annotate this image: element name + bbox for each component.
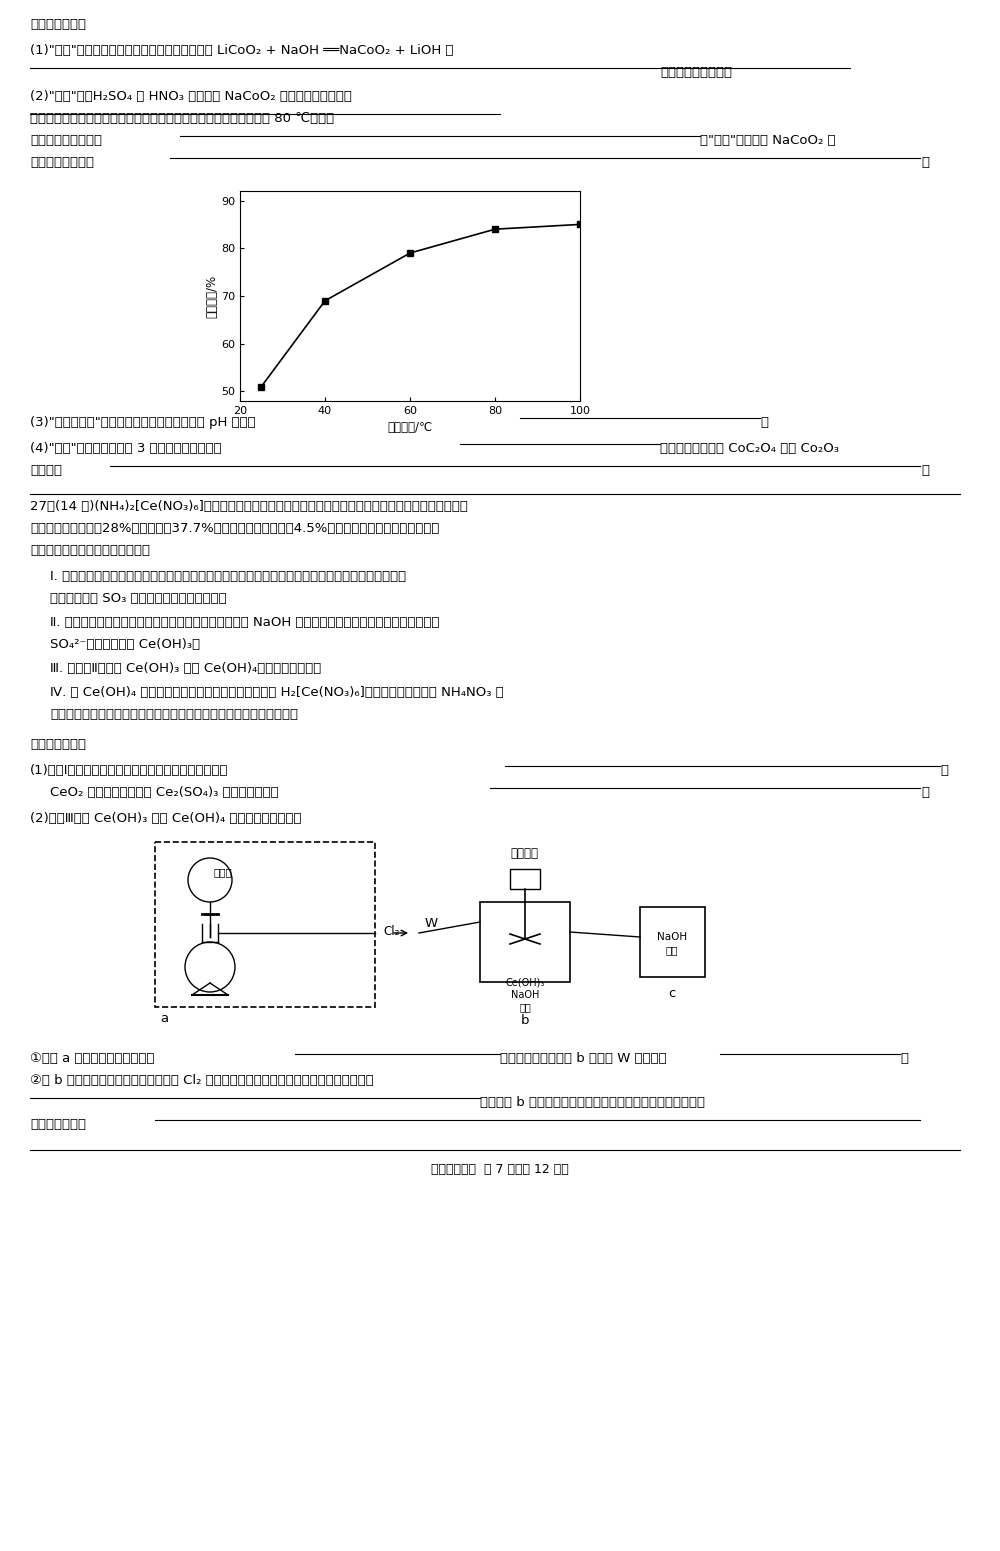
- Text: Ⅳ. 向 Ce(OH)₄ 沉淀物中加入濃硝酸加熱至漿狀｛生成 H₂[Ce(NO₃)₆]｝，再加入稍過量的 NH₄NO₃ 晶: Ⅳ. 向 Ce(OH)₄ 沉淀物中加入濃硝酸加熱至漿狀｛生成 H₂[Ce(NO₃…: [50, 686, 504, 700]
- Text: 回答下列問題：: 回答下列問題：: [30, 738, 86, 751]
- Text: NaOH: NaOH: [657, 932, 687, 941]
- Text: 。: 。: [921, 157, 929, 169]
- Text: 。: 。: [760, 416, 768, 430]
- Bar: [640, 907, 705, 977]
- Text: （寫化學方程式）。: （寫化學方程式）。: [660, 67, 732, 79]
- Text: 濃鹽酸: 濃鹽酸: [214, 867, 233, 876]
- Text: (1)"堿煮"可除去大部分的鋁和鋰，發生的反應有 LiCoO₂ + NaOH ══NaCoO₂ + LiOH 和: (1)"堿煮"可除去大部分的鋁和鋰，發生的反應有 LiCoO₂ + NaOH ═…: [30, 43, 454, 57]
- Text: (3)"深度除鋁鐵"時，理論上應控制終點時溶液 pH 範圍為: (3)"深度除鋁鐵"時，理論上應控制終點時溶液 pH 範圍為: [30, 416, 256, 430]
- Text: ；用鹽酸浸鈷時，鈷浸出率與浸出溫度的關係如圖所示，工業上選取 80 ℃而不采: ；用鹽酸浸鈷時，鈷浸出率與浸出溫度的關係如圖所示，工業上選取 80 ℃而不采: [30, 112, 334, 126]
- Text: 。: 。: [921, 786, 929, 799]
- Text: (4)"沉鈷"時，得到的濾液 3 中溶質的主要成分為: (4)"沉鈷"時，得到的濾液 3 中溶質的主要成分為: [30, 442, 222, 454]
- Text: 的方法是: 的方法是: [30, 464, 62, 478]
- Text: CeO₂ 與濃硫酸反應生成 Ce₂(SO₄)₃ 的化學方程式為: CeO₂ 與濃硫酸反應生成 Ce₂(SO₄)₃ 的化學方程式為: [50, 786, 279, 799]
- X-axis label: 浸出温度/℃: 浸出温度/℃: [387, 422, 433, 434]
- Text: 27．(14 分)(NH₄)₂[Ce(NO₃)₆]（硝酸鈰銨）是橙紅色單斜細粒結晶，易溶于水，幾乎不溶于濃硝酸。實驗: 27．(14 分)(NH₄)₂[Ce(NO₃)₆]（硝酸鈰銨）是橙紅色單斜細粒結…: [30, 499, 468, 513]
- Text: ①裝置 a 的燒瓶中盛放的固體為: ①裝置 a 的燒瓶中盛放的固體為: [30, 1052, 154, 1066]
- Text: （填化學式）；裝置 b 中儀器 W 的名稱是: （填化學式）；裝置 b 中儀器 W 的名稱是: [500, 1052, 667, 1066]
- Text: 溶液: 溶液: [519, 1002, 531, 1011]
- Text: Ⅰ. 取適量稀土氧化物于鉑皿或鋁皿中，加適量水在沙浴上加熱，攪拌下緩緩加入適量濃硫酸，充分加: Ⅰ. 取適量稀土氧化物于鉑皿或鋁皿中，加適量水在沙浴上加熱，攪拌下緩緩加入適量濃…: [50, 571, 406, 583]
- Text: 取更高溫度的原因是: 取更高溫度的原因是: [30, 133, 102, 147]
- Text: Ⅱ. 將上述混合物用適量水浸取，得浸取液，向其中加入 NaOH 溶液至溶液呈強堿性，過濾、洗滌至不含: Ⅱ. 將上述混合物用適量水浸取，得浸取液，向其中加入 NaOH 溶液至溶液呈強堿…: [50, 616, 440, 630]
- Text: 硝酸鈰銨時的主要實驗步驟如下：: 硝酸鈰銨時的主要實驗步驟如下：: [30, 544, 150, 557]
- Text: 凈的實驗方法是: 凈的實驗方法是: [30, 1118, 86, 1131]
- Text: 體，充分攪拌后重新加熱至橙狀結晶體，冷卻、過濾得硝酸鈰銨粗品。: 體，充分攪拌后重新加熱至橙狀結晶體，冷卻、過濾得硝酸鈰銨粗品。: [50, 707, 298, 721]
- Text: 電動攪拌: 電動攪拌: [510, 847, 538, 859]
- Text: SO₄²⁻，得到灰白色 Ce(OH)₃。: SO₄²⁻，得到灰白色 Ce(OH)₃。: [50, 637, 200, 651]
- Text: Ce(OH)₃: Ce(OH)₃: [505, 977, 545, 986]
- Text: Cl₂: Cl₂: [383, 924, 399, 938]
- Bar: [155, 842, 375, 1007]
- Text: 。: 。: [921, 464, 929, 478]
- Text: (2)步驟Ⅲ中由 Ce(OH)₃ 制取 Ce(OH)₄ 的裝置如下圖所示：: (2)步驟Ⅲ中由 Ce(OH)₃ 制取 Ce(OH)₄ 的裝置如下圖所示：: [30, 813, 302, 825]
- Text: 溶液: 溶液: [666, 945, 678, 955]
- Text: ②當 b 中沉淀完全變為黃色后，停止通 Cl₂ 后改通空氣（圖中框內改通空氣裝置）的目的是: ②當 b 中沉淀完全變為黃色后，停止通 Cl₂ 后改通空氣（圖中框內改通空氣裝置…: [30, 1073, 374, 1087]
- Text: 理科綜合試題  第 7 頁（共 12 頁）: 理科綜合試題 第 7 頁（共 12 頁）: [431, 1163, 569, 1176]
- Text: b: b: [521, 1014, 529, 1027]
- Y-axis label: 鲈浸出率/%: 鲈浸出率/%: [205, 275, 218, 318]
- Text: ；: ；: [940, 765, 948, 777]
- Text: 室由稀土氧化物（含28%二氧化鈰、37.7%其他稀土金屬氧化物、4.5%的氧化鈣及金屬氧化物等）制備: 室由稀土氧化物（含28%二氧化鈰、37.7%其他稀土金屬氧化物、4.5%的氧化鈣…: [30, 523, 439, 535]
- Text: a: a: [160, 1011, 168, 1025]
- Text: NaOH: NaOH: [511, 990, 539, 1000]
- Text: ；將裝置 b 中的反應混合物過濾、洗滌，能說明沉淀已洗滌干: ；將裝置 b 中的反應混合物過濾、洗滌，能說明沉淀已洗滌干: [480, 1097, 705, 1109]
- Text: 。: 。: [900, 1052, 908, 1066]
- Text: (2)"浸鈷"時，H₂SO₄ 和 HNO₃ 均不能與 NaCoO₂ 發生反應，其原因是: (2)"浸鈷"時，H₂SO₄ 和 HNO₃ 均不能與 NaCoO₂ 發生反應，其…: [30, 90, 352, 102]
- Bar: [480, 903, 570, 982]
- Text: (1)步驟Ⅰ中用鉑皿或鋁皿而不用玻璃儀器的主要原因是: (1)步驟Ⅰ中用鉑皿或鋁皿而不用玻璃儀器的主要原因是: [30, 765, 228, 777]
- Text: 應的離子方程式為: 應的離子方程式為: [30, 157, 94, 169]
- Text: c: c: [668, 986, 676, 1000]
- Text: ，"浸鈷"時鹽酸與 NaCoO₂ 反: ，"浸鈷"時鹽酸與 NaCoO₂ 反: [700, 133, 836, 147]
- Text: 回答下列問題：: 回答下列問題：: [30, 19, 86, 31]
- Bar: [510, 869, 540, 889]
- Text: W: W: [425, 917, 438, 931]
- Text: Ⅲ. 由步驟Ⅱ制得的 Ce(OH)₃ 制取 Ce(OH)₄（黃色難溶物）。: Ⅲ. 由步驟Ⅱ制得的 Ce(OH)₃ 制取 Ce(OH)₄（黃色難溶物）。: [50, 662, 321, 675]
- Text: （填化學式），由 CoC₂O₄ 制取 Co₂O₃: （填化學式），由 CoC₂O₄ 制取 Co₂O₃: [660, 442, 839, 454]
- Text: 熱，直至產生 SO₃ 白煙為止，冷卻得混合物。: 熱，直至產生 SO₃ 白煙為止，冷卻得混合物。: [50, 592, 227, 605]
